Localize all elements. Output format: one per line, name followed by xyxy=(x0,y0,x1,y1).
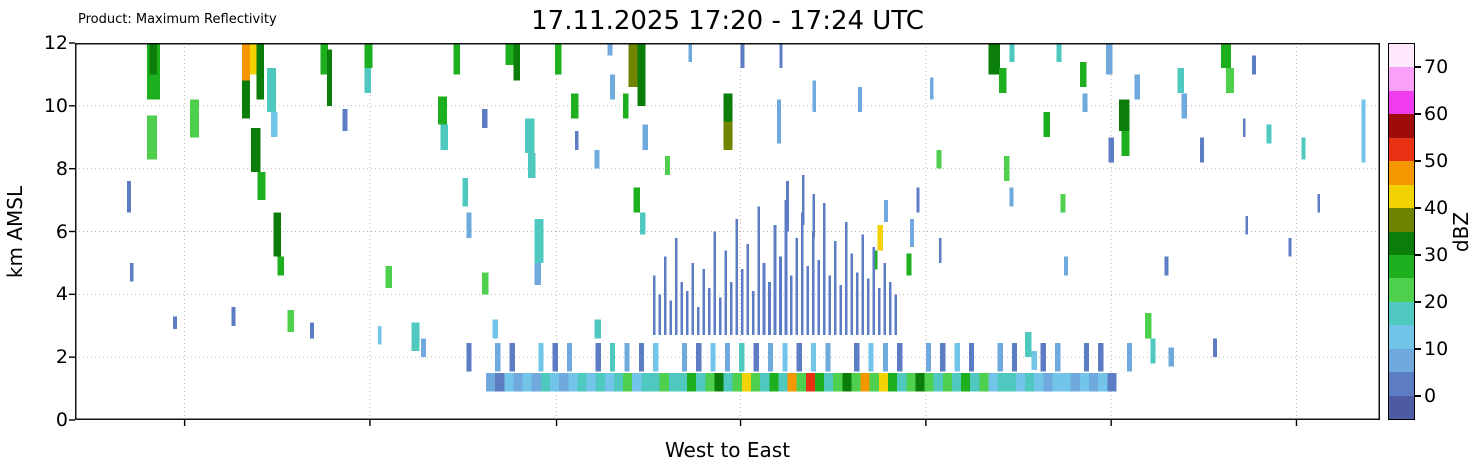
reflectivity-plot-svg xyxy=(69,42,1380,426)
colorbar-segment xyxy=(1389,208,1414,232)
colorbar-segment xyxy=(1389,278,1414,302)
plot-border xyxy=(75,43,1380,420)
colorbar-tick-mark xyxy=(1415,65,1421,68)
x-axis-label: West to East xyxy=(664,438,791,462)
colorbar-label-wrap: dBZ xyxy=(1448,43,1474,420)
y-axis-label-wrap: km AMSL xyxy=(2,43,28,420)
colorbar-segment xyxy=(1389,90,1414,115)
colorbar-label: dBZ xyxy=(1449,211,1473,252)
colorbar-segment xyxy=(1389,348,1414,373)
colorbar-segment xyxy=(1389,137,1414,162)
axis-tick-marks xyxy=(69,42,1298,426)
colorbar-tick-label: 70 xyxy=(1424,55,1449,78)
colorbar-tick-label: 40 xyxy=(1424,196,1449,219)
y-tick-label: 0 xyxy=(55,409,68,431)
y-tick-label: 8 xyxy=(55,157,68,180)
colorbar-tick-mark xyxy=(1415,206,1421,209)
colorbar-tick-label: 60 xyxy=(1424,102,1449,125)
colorbar-segment xyxy=(1389,161,1414,185)
y-tick-label: 2 xyxy=(55,346,68,369)
reflectivity-bars xyxy=(127,43,1366,392)
colorbar-tick-label: 0 xyxy=(1424,385,1437,408)
colorbar-segment xyxy=(1389,114,1414,138)
colorbar-segment xyxy=(1389,67,1414,91)
colorbar-tick-label: 30 xyxy=(1424,244,1449,267)
colorbar-tick-mark xyxy=(1415,395,1421,398)
colorbar-segment xyxy=(1389,184,1414,209)
chart-title: 17.11.2025 17:20 - 17:24 UTC xyxy=(531,6,924,36)
colorbar-tick-mark xyxy=(1415,254,1421,257)
colorbar-tick-mark xyxy=(1415,348,1421,351)
product-label: Product: Maximum Reflectivity xyxy=(78,12,277,27)
colorbar-tick-mark xyxy=(1415,112,1421,115)
colorbar-segment xyxy=(1389,301,1414,326)
colorbar-tick-label: 50 xyxy=(1424,149,1449,172)
colorbar-segment xyxy=(1389,44,1414,68)
y-tick-label: 6 xyxy=(55,220,68,243)
y-tick-label: 10 xyxy=(43,94,68,117)
colorbar-segment xyxy=(1389,372,1414,396)
colorbar-tick-label: 10 xyxy=(1424,338,1449,361)
colorbar-segment xyxy=(1389,325,1414,349)
colorbar-tick-label: 20 xyxy=(1424,291,1449,314)
y-tick-label: 4 xyxy=(55,283,68,306)
y-axis-label: km AMSL xyxy=(3,185,28,278)
colorbar-tick-mark xyxy=(1415,301,1421,304)
colorbar-segment xyxy=(1389,254,1414,279)
y-tick-label: 12 xyxy=(43,32,68,54)
colorbar-tick-mark xyxy=(1415,159,1421,162)
plot-area xyxy=(69,42,1380,426)
colorbar-segment xyxy=(1389,231,1414,255)
colorbar xyxy=(1388,43,1415,420)
colorbar-segment xyxy=(1389,395,1414,419)
